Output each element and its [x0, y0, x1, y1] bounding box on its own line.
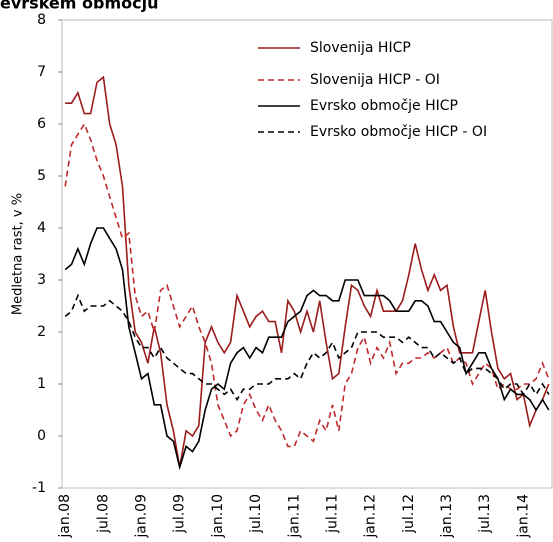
x-tick-label: jul.09	[172, 494, 188, 534]
plot-frame	[61, 19, 553, 489]
legend-label: Evrsko območje HICP - OI	[310, 124, 487, 140]
y-tick-label: 2	[37, 324, 46, 340]
series-line	[64, 122, 550, 448]
y-tick-label: 5	[37, 168, 46, 184]
chart-title: evrskem območju	[0, 0, 158, 13]
x-tick-label: jul.13	[477, 494, 493, 534]
x-tick-label: jul.08	[95, 494, 111, 534]
x-tick-label: jul.10	[248, 494, 264, 534]
y-axis-label: Medletna rast, v %	[11, 193, 26, 315]
y-tick-label: 3	[37, 272, 46, 288]
legend-label: Slovenija HICP - OI	[310, 72, 440, 88]
y-tick-label: 7	[37, 64, 46, 80]
x-tick-label: jan.13	[439, 494, 455, 539]
x-tick-label: jan.10	[210, 494, 226, 539]
y-tick-label: 4	[37, 220, 46, 236]
y-tick-label: 1	[37, 376, 46, 392]
legend-label: Evrsko območje HICP	[310, 98, 458, 114]
x-tick-label: jan.09	[134, 494, 150, 539]
x-tick-label: jan.14	[515, 494, 531, 539]
x-tick-label: jan.11	[286, 494, 302, 539]
y-tick-label: -1	[32, 480, 46, 496]
legend-label: Slovenija HICP	[310, 40, 411, 56]
x-tick-label: jan.12	[363, 494, 379, 539]
x-tick-label: jul.12	[401, 494, 417, 534]
series-line	[64, 227, 550, 471]
series-line	[65, 75, 550, 468]
y-tick-label: 0	[37, 428, 46, 444]
x-tick-label: jan.08	[57, 494, 73, 539]
series-line	[64, 293, 550, 402]
x-tick-label: jul.11	[324, 494, 340, 534]
y-tick-label: 8	[37, 12, 46, 28]
y-tick-label: 6	[37, 116, 46, 132]
